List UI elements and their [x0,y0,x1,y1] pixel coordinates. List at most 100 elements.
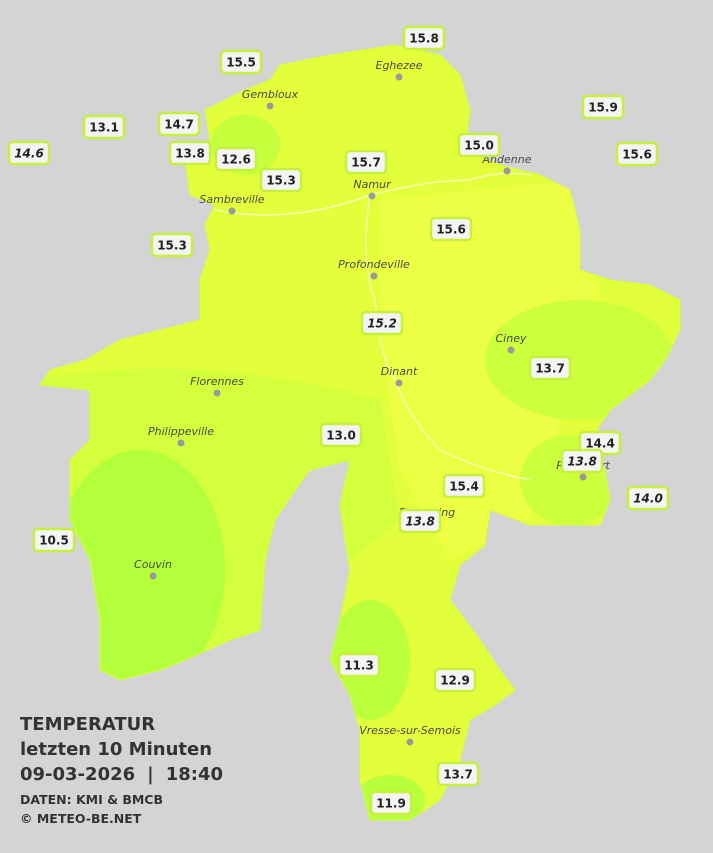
station-value: 15.8 [409,32,439,46]
stations: 15.8 15.5 15.9 13.1 14.7 14.6 13.8 12.6 15.0 15.6… [7,25,670,816]
city-dot [177,439,185,447]
legend-copyright: © METEO-BE.NET [20,811,142,826]
badge-box [32,527,76,553]
badge-box [429,216,473,242]
city-label: Gembloux [242,88,299,101]
city-dot [579,473,587,481]
city-dot [395,73,403,81]
badge-box [360,310,404,336]
legend-period: letzten 10 Minuten [20,739,212,760]
station-badge: 15.8 [402,25,446,51]
station-badge: 14.0 [626,485,670,511]
city-dot [370,272,378,280]
station-badge: 13.8 [398,508,442,534]
station-badge: 13.7 [528,355,572,381]
badge-box [433,667,477,693]
badge-box [398,508,442,534]
station-badge: 15.2 [360,310,404,336]
station-value: 14.0 [633,492,663,506]
badge-box [337,652,381,678]
station-value: 15.2 [367,317,397,331]
station-value: 14.6 [14,147,44,161]
station-value: 15.9 [588,101,618,115]
badge-box [150,232,194,258]
station-value: 12.9 [440,674,470,688]
station-value: 15.6 [622,148,652,162]
station-value: 15.0 [464,139,494,153]
city-label: Couvin [134,558,172,571]
legend-source: DATEN: KMI & BMCB [20,792,163,807]
station-badge: 14.7 [157,111,201,137]
city-label: Ciney [496,332,527,345]
station-value: 13.8 [567,455,597,469]
station-badge: 10.5 [32,527,76,553]
station-value: 15.7 [351,156,381,170]
station-value: 14.7 [164,118,194,132]
station-badge: 15.9 [581,94,625,120]
station-value: 12.6 [221,153,251,167]
station-badge: 11.9 [369,790,413,816]
badge-box [7,140,51,166]
city-dot [228,207,236,215]
badge-box [219,49,263,75]
station-value: 15.6 [436,223,466,237]
station-badge: 15.7 [344,149,388,175]
station-badge: 15.6 [429,216,473,242]
station-value: 15.5 [226,56,256,70]
badge-box [436,761,480,787]
city-label: Vresse-sur-Semois [359,724,461,737]
badge-box [369,790,413,816]
city-dot [395,379,403,387]
station-badge: 15.0 [457,132,501,158]
station-badge: 15.3 [150,232,194,258]
station-value: 13.7 [443,768,473,782]
rivers [214,172,531,481]
badge-box [168,140,212,166]
legend-separator: | [147,764,154,785]
city-dot [149,572,157,580]
badge-box [615,141,659,167]
station-value: 13.7 [535,362,565,376]
station-value: 15.4 [449,480,479,494]
station-value: 13.0 [326,429,356,443]
station-value: 11.9 [376,797,406,811]
badge-box [214,146,258,172]
badge-box [626,485,670,511]
station-badge: 13.1 [82,114,126,140]
city-dot [503,167,511,175]
station-value: 11.3 [344,659,374,673]
station-badge: 13.0 [319,422,363,448]
station-badge: 12.6 [214,146,258,172]
badge-box [560,448,604,474]
badge-box [344,149,388,175]
station-badge: 15.5 [219,49,263,75]
city-dot [406,738,414,746]
city-dot [507,346,515,354]
station-value: 15.3 [157,239,187,253]
badge-box [457,132,501,158]
station-badge: 13.7 [436,761,480,787]
badge-box [82,114,126,140]
city-dot [368,192,376,200]
city-label: Eghezee [376,59,423,72]
city-label: Philippeville [148,425,214,438]
legend-date: 09-03-2026 [20,764,135,785]
station-badge: 13.8 [560,448,604,474]
station-value: 15.3 [266,174,296,188]
station-value: 10.5 [39,534,69,548]
badge-box [442,473,486,499]
city-dot [266,102,274,110]
station-badge: 11.3 [337,652,381,678]
badge-box [157,111,201,137]
badge-box [259,167,303,193]
station-value: 14.4 [585,437,615,451]
legend-time: 18:40 [166,764,223,785]
legend: TEMPERATUR letzten 10 Minuten 09-03-2026… [20,714,223,826]
station-badge: 12.9 [433,667,477,693]
legend-title: TEMPERATUR [20,714,155,735]
badge-box [402,25,446,51]
city-label: Dinant [381,365,418,378]
city-label: Sambreville [199,193,264,206]
station-value: 13.8 [175,147,205,161]
cities: EghezeeGemblouxAndenneNamurSambrevillePr… [134,59,610,746]
